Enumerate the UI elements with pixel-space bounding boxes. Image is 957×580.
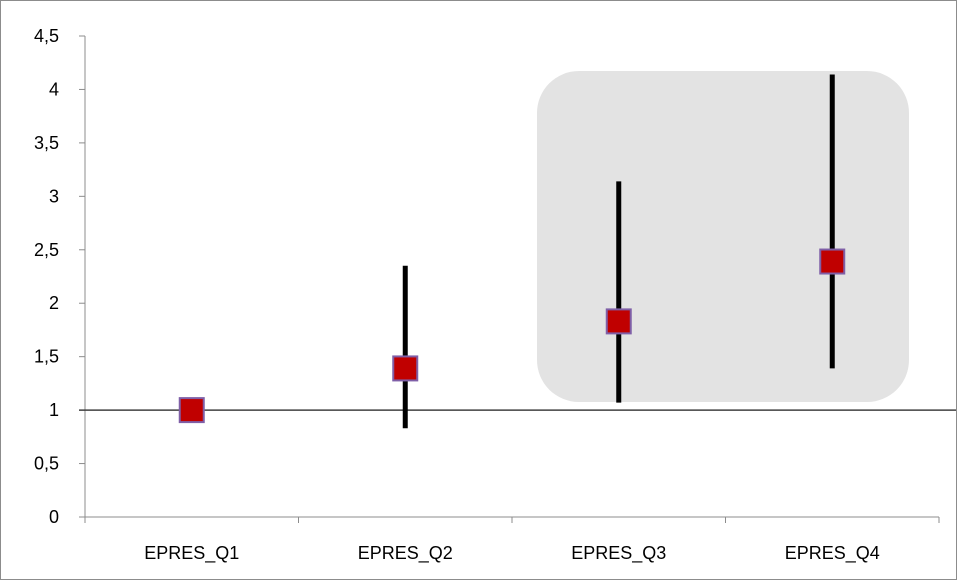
y-tick-label: 4,5 [34, 26, 59, 46]
data-point-marker [820, 250, 844, 274]
y-tick-label: 4 [49, 79, 59, 99]
data-point-marker [607, 309, 631, 333]
y-tick-label: 3 [49, 186, 59, 206]
x-tick-label: EPRES_Q1 [144, 543, 239, 564]
y-tick-label: 3,5 [34, 133, 59, 153]
x-tick-label: EPRES_Q4 [785, 543, 880, 564]
y-tick-label: 2,5 [34, 240, 59, 260]
y-tick-label: 2 [49, 293, 59, 313]
x-tick-label: EPRES_Q2 [358, 543, 453, 564]
y-tick-label: 1 [49, 400, 59, 420]
y-tick-label: 0 [49, 507, 59, 527]
x-tick-label: EPRES_Q3 [571, 543, 666, 564]
data-point-marker [180, 398, 204, 422]
data-point-marker [393, 356, 417, 380]
y-tick-label: 1,5 [34, 347, 59, 367]
y-tick-label: 0,5 [34, 454, 59, 474]
highlight-box [537, 71, 909, 402]
